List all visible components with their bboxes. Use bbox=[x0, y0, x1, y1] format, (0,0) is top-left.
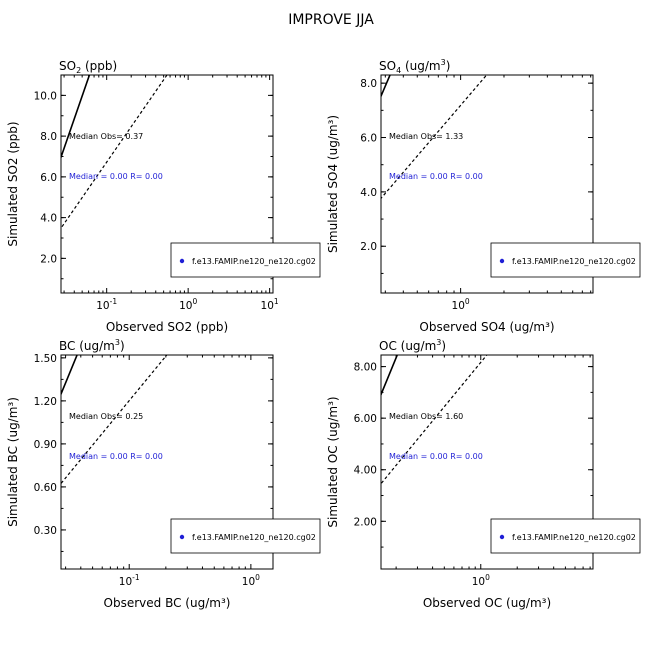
legend-marker bbox=[499, 258, 505, 264]
plot-frame bbox=[60, 354, 274, 570]
legend-label: f.e13.FAMIP.ne120_ne120.cg02 bbox=[192, 257, 316, 266]
y-axis: 2.0 4.0 6.0 8.0 bbox=[360, 78, 593, 274]
y-axis: 0.30 0.60 0.90 1.20 1.50 bbox=[34, 353, 273, 552]
x-tick-label: 101 bbox=[261, 297, 279, 312]
median-obs-annotation: Median Obs= 1.60 bbox=[389, 412, 463, 421]
legend: f.e13.FAMIP.ne120_ne120.cg02 bbox=[490, 518, 641, 554]
y-tick-label: 10.0 bbox=[34, 90, 57, 102]
y-axis-label: Simulated OC (ug/m³) bbox=[326, 396, 340, 527]
panel-title: OC (ug/m3) bbox=[379, 338, 446, 353]
chart-panel-1: 2.0 4.0 6.0 8.0 10.0 10-1 100 101 SO2 (ppb) Obser… bbox=[6, 59, 321, 334]
y-tick-label: 1.20 bbox=[34, 396, 57, 408]
chart-panel-3: 0.30 0.60 0.90 1.20 1.50 10-1 100 BC (ug/m3) Obs… bbox=[6, 338, 321, 610]
y-tick-label: 2.0 bbox=[360, 241, 377, 253]
y-tick-label: 0.30 bbox=[34, 525, 57, 537]
y-tick-label: 6.00 bbox=[354, 413, 377, 425]
x-tick-label: 100 bbox=[242, 573, 260, 588]
legend-marker bbox=[499, 534, 505, 540]
y-tick-label: 0.60 bbox=[34, 482, 57, 494]
x-axis: 100 bbox=[395, 355, 591, 588]
y-axis: 2.00 4.00 6.00 8.00 bbox=[354, 362, 593, 548]
plot-frame bbox=[380, 354, 594, 570]
y-tick-label: 8.0 bbox=[40, 131, 57, 143]
x-axis-label: Observed SO4 (ug/m³) bbox=[419, 320, 554, 334]
figure-title: IMPROVE JJA bbox=[288, 12, 374, 28]
y-tick-label: 4.0 bbox=[360, 187, 377, 199]
panel-title: SO2 (ppb) bbox=[59, 59, 117, 75]
plot-frame bbox=[60, 74, 274, 294]
y-tick-label: 8.0 bbox=[360, 78, 377, 90]
x-axis-label: Observed BC (ug/m³) bbox=[104, 596, 231, 610]
y-tick-label: 1.50 bbox=[34, 353, 57, 365]
reference-lines bbox=[61, 75, 168, 230]
legend: f.e13.FAMIP.ne120_ne120.cg02 bbox=[170, 518, 321, 554]
y-tick-label: 4.00 bbox=[354, 465, 377, 477]
legend-marker bbox=[179, 534, 185, 540]
y-tick-label: 6.0 bbox=[40, 172, 57, 184]
plot-frame bbox=[380, 74, 594, 294]
median-r-annotation: Median = 0.00 R= 0.00 bbox=[389, 452, 483, 461]
panel-title: SO4 (ug/m3) bbox=[379, 58, 450, 75]
median-obs-annotation: Median Obs= 1.33 bbox=[389, 132, 463, 141]
legend-box bbox=[490, 242, 641, 278]
y-tick-label: 4.0 bbox=[40, 213, 57, 225]
y-axis-label: Simulated SO2 (ppb) bbox=[6, 121, 20, 246]
one-to-two-line bbox=[61, 75, 168, 230]
x-tick-label: 100 bbox=[472, 573, 490, 588]
panel-title: BC (ug/m3) bbox=[59, 338, 125, 353]
x-axis: 10-1 100 101 bbox=[63, 75, 279, 312]
legend-label: f.e13.FAMIP.ne120_ne120.cg02 bbox=[512, 533, 636, 542]
legend: f.e13.FAMIP.ne120_ne120.cg02 bbox=[170, 242, 321, 278]
x-axis: 100 bbox=[384, 75, 592, 312]
legend-label: f.e13.FAMIP.ne120_ne120.cg02 bbox=[192, 533, 316, 542]
y-axis-label: Simulated SO4 (ug/m³) bbox=[326, 115, 340, 253]
median-r-annotation: Median = 0.00 R= 0.00 bbox=[389, 172, 483, 181]
x-tick-label: 100 bbox=[179, 297, 197, 312]
x-axis: 10-1 100 bbox=[65, 355, 260, 588]
x-tick-label: 10-1 bbox=[119, 573, 140, 588]
legend-box bbox=[170, 242, 321, 278]
legend: f.e13.FAMIP.ne120_ne120.cg02 bbox=[490, 242, 641, 278]
median-r-annotation: Median = 0.00 R= 0.00 bbox=[69, 452, 163, 461]
chart-panel-2: 2.0 4.0 6.0 8.0 100 SO4 (ug/m3) Observed SO4 (… bbox=[326, 58, 641, 334]
one-to-one-line bbox=[61, 75, 91, 160]
chart-panels: 2.0 4.0 6.0 8.0 10.0 10-1 100 101 SO2 (ppb) Obser… bbox=[6, 58, 641, 610]
median-obs-annotation: Median Obs= 0.37 bbox=[69, 132, 143, 141]
y-tick-label: 2.0 bbox=[40, 253, 57, 265]
y-tick-label: 8.00 bbox=[354, 362, 377, 374]
x-tick-label: 100 bbox=[452, 297, 470, 312]
legend-box bbox=[490, 518, 641, 554]
y-tick-label: 2.00 bbox=[354, 516, 377, 528]
x-axis-label: Observed SO2 (ppb) bbox=[106, 320, 228, 334]
legend-marker bbox=[179, 258, 185, 264]
legend-label: f.e13.FAMIP.ne120_ne120.cg02 bbox=[512, 257, 636, 266]
y-tick-label: 0.90 bbox=[34, 439, 57, 451]
y-axis-label: Simulated BC (ug/m³) bbox=[6, 397, 20, 527]
y-axis: 2.0 4.0 6.0 8.0 10.0 bbox=[34, 90, 273, 280]
median-obs-annotation: Median Obs= 0.25 bbox=[69, 412, 143, 421]
y-tick-label: 6.0 bbox=[360, 133, 377, 145]
legend-box bbox=[170, 518, 321, 554]
x-tick-label: 10-1 bbox=[96, 297, 117, 312]
chart-panel-4: 2.00 4.00 6.00 8.00 100 OC (ug/m3) Observed OC… bbox=[326, 338, 641, 610]
median-r-annotation: Median = 0.00 R= 0.00 bbox=[69, 172, 163, 181]
x-axis-label: Observed OC (ug/m³) bbox=[423, 596, 551, 610]
